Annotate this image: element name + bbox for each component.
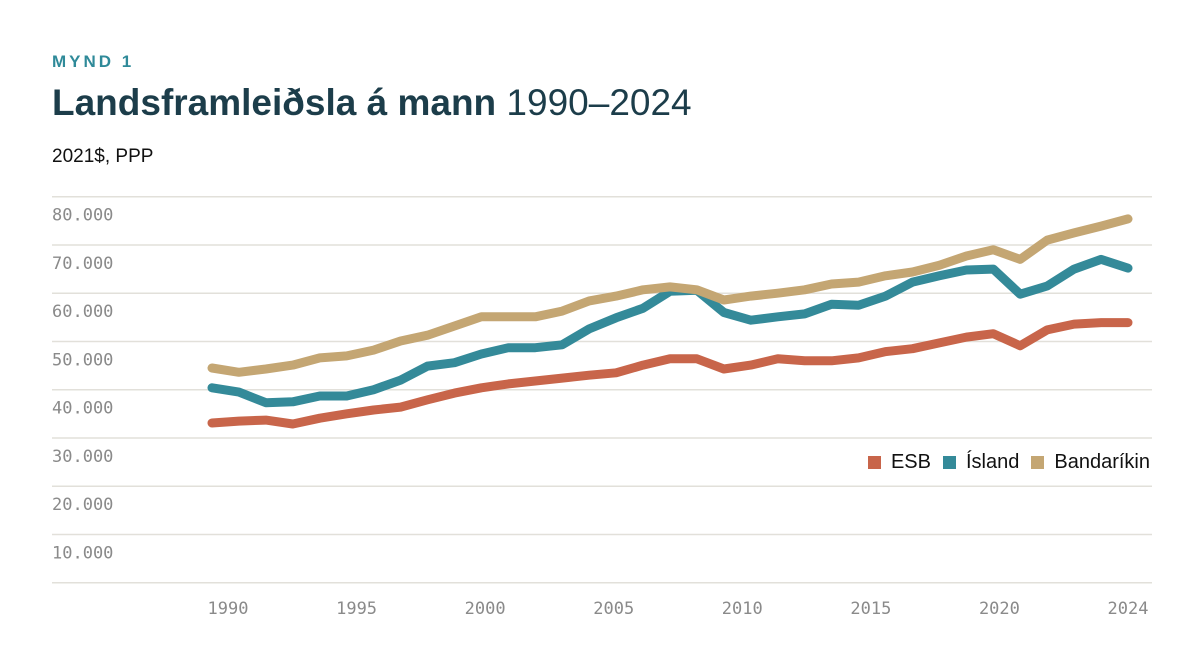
x-tick-label: 2020 bbox=[979, 599, 1020, 619]
x-tick-label: 2000 bbox=[465, 599, 506, 619]
title-years: 1990–2024 bbox=[496, 82, 692, 123]
y-tick-label: 50.000 bbox=[52, 350, 113, 370]
y-tick-label: 30.000 bbox=[52, 447, 113, 467]
unit-label: 2021$, PPP bbox=[52, 146, 154, 167]
x-tick-label: 2024 bbox=[1108, 599, 1149, 619]
series-line-0 bbox=[207, 318, 1133, 429]
y-tick-label: 60.000 bbox=[52, 302, 113, 322]
y-tick-label: 10.000 bbox=[52, 543, 113, 563]
y-tick-label: 20.000 bbox=[52, 495, 113, 515]
y-tick-label: 40.000 bbox=[52, 399, 113, 419]
y-tick-label: 80.000 bbox=[52, 206, 113, 226]
legend-swatch bbox=[1031, 456, 1045, 469]
x-tick-label: 1995 bbox=[336, 599, 377, 619]
x-tick-label: 2010 bbox=[722, 599, 763, 619]
series-line-2 bbox=[207, 214, 1133, 377]
legend-swatch bbox=[867, 456, 881, 469]
legend-label: Ísland bbox=[966, 451, 1020, 473]
x-tick-label: 2005 bbox=[593, 599, 634, 619]
title-bold: Landsframleiðsla á mann bbox=[52, 82, 497, 123]
legend-label: ESB bbox=[890, 451, 931, 473]
chart-title: Landsframleiðsla á mann 1990–2024 bbox=[52, 82, 692, 124]
legend: ESB Ísland Bandaríkin bbox=[856, 451, 1150, 474]
x-tick-label: 2015 bbox=[850, 599, 891, 619]
legend-label: Bandaríkin bbox=[1054, 451, 1150, 473]
x-tick-label: 1990 bbox=[208, 599, 249, 619]
figure-kicker: MYND 1 bbox=[52, 52, 135, 71]
y-tick-label: 70.000 bbox=[52, 254, 113, 274]
legend-swatch bbox=[943, 456, 956, 469]
